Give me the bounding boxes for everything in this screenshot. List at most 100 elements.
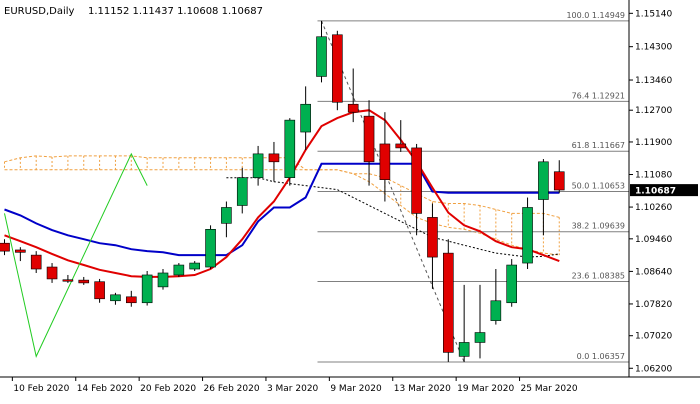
axes: 1.15140 1.14300 1.13460 1.12700 1.11900 1.110… xyxy=(0,0,700,394)
indicator-lines xyxy=(4,109,560,358)
current-price-label: 1.10687 xyxy=(635,187,676,197)
candle xyxy=(221,201,232,238)
y-tick-label: 1.09460 xyxy=(635,235,672,245)
y-tick-label: 1.10260 xyxy=(635,203,672,213)
x-tick-label: 13 Mar 2020 xyxy=(394,384,451,394)
candle xyxy=(0,239,10,256)
candle xyxy=(332,30,343,111)
x-tick-label: 26 Feb 2020 xyxy=(204,384,260,394)
x-tick-label: 25 Mar 2020 xyxy=(521,384,578,394)
candles xyxy=(0,20,565,362)
candle xyxy=(110,292,121,305)
candle-body xyxy=(30,254,42,270)
candle-body xyxy=(411,147,422,214)
ohlc-values: 1.11152 1.11437 1.10608 1.10687 xyxy=(88,6,263,17)
candle xyxy=(15,247,26,262)
candle xyxy=(189,261,200,271)
candle xyxy=(252,145,264,186)
candle-body xyxy=(300,103,311,133)
candle-body xyxy=(379,143,391,180)
candle xyxy=(347,68,359,123)
x-tick-label: 20 Feb 2020 xyxy=(140,384,196,394)
candle-body xyxy=(474,332,486,343)
fib-label: 0.0 1.06357 xyxy=(577,352,625,361)
candle-body xyxy=(252,153,264,178)
candle-body xyxy=(15,249,26,253)
candle-body xyxy=(427,217,438,258)
candle-body xyxy=(538,161,549,200)
candle xyxy=(46,263,58,283)
fib-label: 38.2 1.09639 xyxy=(572,222,625,231)
candle xyxy=(379,112,391,202)
fibonacci-levels: 100.0 1.14949 76.4 1.12921 61.8 1.11667 50.… xyxy=(317,11,629,363)
candle-body xyxy=(94,281,105,300)
candle xyxy=(427,203,438,289)
candle xyxy=(363,100,375,186)
y-tick-label: 1.15140 xyxy=(635,9,672,19)
candle xyxy=(157,269,169,290)
candle xyxy=(300,86,311,150)
fib-label: 50.0 1.10653 xyxy=(572,181,625,190)
candle xyxy=(30,251,42,273)
blue-ma-line xyxy=(4,162,560,257)
candle-body xyxy=(553,171,565,191)
candle-body xyxy=(221,207,232,224)
candle-body xyxy=(284,119,296,178)
fib-trendline xyxy=(321,20,465,363)
y-tick-label: 1.11080 xyxy=(635,171,672,181)
fib-label: 61.8 1.11667 xyxy=(572,141,625,150)
candle-body xyxy=(395,143,407,149)
candle xyxy=(538,159,549,236)
x-tick-label: 14 Feb 2020 xyxy=(77,384,133,394)
candle-body xyxy=(506,264,518,304)
y-tick-label: 1.11900 xyxy=(635,138,672,148)
current-price-box xyxy=(630,184,698,197)
candle-body xyxy=(189,262,200,270)
candle xyxy=(284,118,296,186)
candle xyxy=(205,225,216,270)
candle xyxy=(78,276,90,285)
y-tick-label: 1.08640 xyxy=(635,267,672,277)
candle xyxy=(458,284,470,362)
y-tick-label: 1.07820 xyxy=(635,300,672,310)
candle-body xyxy=(268,153,280,163)
candle xyxy=(141,270,153,306)
y-tick-label: 1.14300 xyxy=(635,43,672,53)
x-tick-label: 3 Mar 2020 xyxy=(267,384,319,394)
candle xyxy=(395,120,407,152)
y-tick-label: 1.07020 xyxy=(635,332,672,342)
candle-body xyxy=(173,264,185,276)
red-ma-line xyxy=(4,109,560,278)
candle-body xyxy=(46,266,58,280)
candle-body xyxy=(316,36,327,77)
y-tick-label: 1.13460 xyxy=(635,76,672,86)
candle xyxy=(316,20,327,83)
candle-body xyxy=(126,296,137,304)
fib-label: 76.4 1.12921 xyxy=(572,91,625,100)
candle xyxy=(553,160,565,194)
x-tick-label: 19 Mar 2020 xyxy=(457,384,514,394)
candle-body xyxy=(62,279,74,282)
fib-label: 100.0 1.14949 xyxy=(566,11,625,20)
candle xyxy=(506,259,518,307)
candle-body xyxy=(458,342,470,357)
candle-body xyxy=(522,207,533,264)
y-tick-label: 1.12700 xyxy=(635,106,672,116)
candle-body xyxy=(490,300,502,321)
candle-body xyxy=(236,177,248,206)
x-tick-label: 10 Feb 2020 xyxy=(13,384,69,394)
candle xyxy=(94,278,105,303)
candle-body xyxy=(157,272,169,288)
candle xyxy=(411,143,422,236)
candle-body xyxy=(363,115,375,163)
green-line xyxy=(4,152,148,358)
candle-body xyxy=(78,279,90,284)
candle-body xyxy=(442,252,454,353)
lagging-span-line xyxy=(226,177,560,258)
candle xyxy=(236,167,248,214)
y-tick-label: 1.06200 xyxy=(635,364,672,374)
candle xyxy=(522,197,533,270)
